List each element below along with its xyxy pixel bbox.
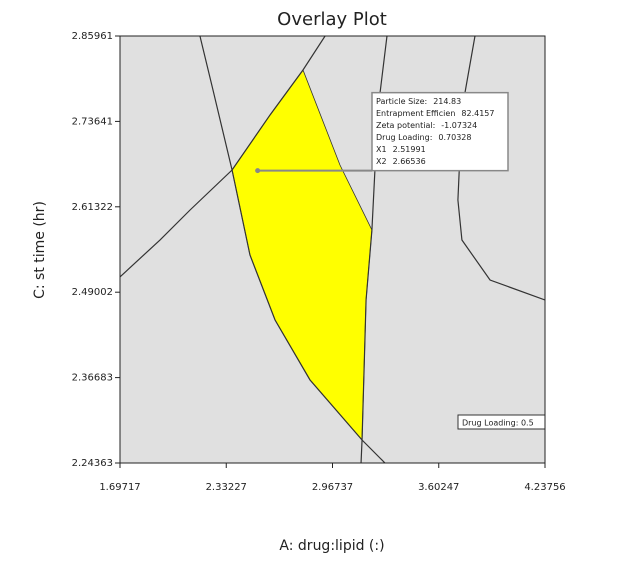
flag-row-label: Drug Loading:	[376, 133, 432, 142]
flag-row-value: 214.83	[433, 97, 461, 106]
flag-row-value: -1.07324	[441, 121, 477, 130]
flag-row-label: Zeta potential:	[376, 121, 435, 130]
contour-label-box	[457, 414, 545, 430]
flag-point	[255, 168, 261, 174]
y-tick-label: 2.24363	[72, 458, 113, 469]
flag-row-label: Entrapment Efficien	[376, 109, 455, 118]
flag-row-value: 0.70328	[438, 133, 471, 142]
y-tick-label: 2.61322	[72, 202, 113, 213]
flag-row-value: 2.51991	[393, 145, 426, 154]
contour-line	[199, 36, 386, 463]
y-axis-label: C: st time (hr)	[32, 201, 48, 299]
plot-area: Drug Loading: 0.5	[120, 36, 545, 463]
flag-row-value: 82.4157	[461, 109, 494, 118]
flag-row-label: X2	[376, 157, 387, 166]
x-tick-label: 2.96737	[312, 482, 353, 493]
y-tick-label: 2.36683	[72, 373, 113, 384]
flag-row-value: 2.66536	[393, 157, 426, 166]
contour-label: Drug Loading: 0.5	[462, 419, 534, 428]
x-tick-label: 3.60247	[418, 482, 459, 493]
x-axis-label: A: drug:lipid (:)	[279, 538, 384, 554]
contour-line	[120, 36, 326, 278]
y-tick-label: 2.49002	[72, 287, 113, 298]
x-tick-label: 2.33227	[206, 482, 247, 493]
y-tick-label: 2.85961	[72, 31, 113, 42]
y-tick-label: 2.73641	[72, 116, 113, 127]
flag-box	[371, 91, 509, 172]
flag-row-label: Particle Size:	[376, 97, 427, 106]
x-tick-label: 4.23756	[524, 482, 565, 493]
chart-title: Overlay Plot	[277, 9, 387, 30]
flag-row-label: X1	[376, 145, 387, 154]
x-tick-label: 1.69717	[99, 482, 140, 493]
